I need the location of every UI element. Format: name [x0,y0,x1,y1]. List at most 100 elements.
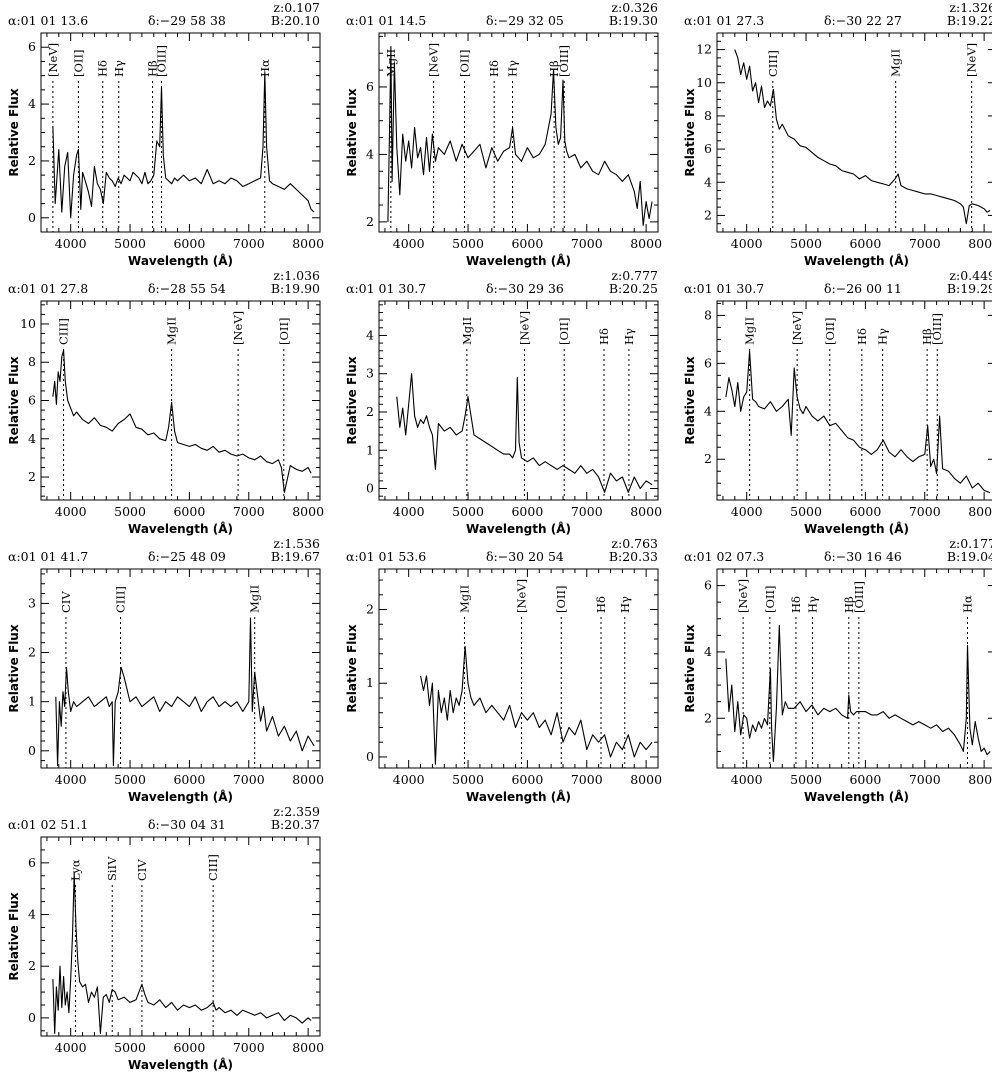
emission-line-label: Hγ [622,328,636,345]
spectrum-line [420,645,653,765]
dec-label: δ:−25 48 09 [148,549,226,564]
bmag-label: B:19.67 [271,549,320,564]
emission-line-label: CIV [59,591,73,613]
redshift-label: z:1.326 [949,0,992,15]
spectrum-line [734,49,991,225]
x-tick-label: 8000 [630,772,662,787]
x-tick-label: 5000 [114,1040,146,1055]
x-tick-label: 4000 [731,772,763,787]
bmag-label: B:20.25 [609,281,658,296]
spectrum-svg: z:0.326 α:01 01 14.5 δ:−29 32 05 B:19.30 400… [345,0,662,268]
x-tick-label: 6000 [849,772,881,787]
emission-line-label: [NeV] [517,311,531,345]
emission-line-label: [OIII] [852,581,866,613]
y-tick-label: 6 [704,141,712,156]
redshift-label: z:0.107 [273,0,320,15]
plot-frame [716,32,992,233]
ra-label: α:01 01 30.7 [684,281,764,296]
emission-line-label: [OIII] [930,313,944,345]
spectrum-panel: z:0.777 α:01 01 30.7 δ:−30 29 36 B:20.25 400… [338,268,668,536]
x-axis-label: Wavelength (Å) [804,253,909,268]
x-tick-label: 7000 [909,504,941,519]
emission-line-label: Hγ [876,328,890,345]
ra-label: α:01 02 07.3 [684,549,764,564]
x-axis-label: Wavelength (Å) [128,1057,233,1072]
emission-line-label: MgII [889,49,903,77]
x-tick-label: 5000 [452,504,484,519]
emission-line-label: [NeV] [427,43,441,77]
spectrum-svg: z:0.763 α:01 01 53.6 δ:−30 20 54 B:20.33 400… [345,536,662,804]
y-tick-label: 2 [704,710,712,725]
emission-line-label: [NeV] [736,579,750,613]
x-axis-label: Wavelength (Å) [466,789,571,804]
dec-label: δ:−30 22 27 [824,13,902,28]
emission-line-label: CIII] [766,50,780,77]
emission-line-label: Hβ [920,328,934,345]
spectrum-panel: z:1.536 α:01 01 41.7 δ:−25 48 09 B:19.67 400… [0,536,330,804]
spectrum-line [725,624,991,762]
y-tick-label: 2 [366,214,374,229]
x-tick-label: 6000 [511,504,543,519]
y-tick-label: 6 [28,393,36,408]
spectrum-panel: z:0.449 α:01 01 30.7 δ:−26 00 11 B:19.29 400… [676,268,992,536]
y-tick-label: 4 [28,907,36,922]
x-tick-label: 4000 [393,772,425,787]
y-tick-label: 6 [704,578,712,593]
x-axis-label: Wavelength (Å) [466,521,571,536]
x-tick-label: 5000 [790,236,822,251]
spectrum-panel: z:0.107 α:01 01 13.6 δ:−29 58 38 B:20.10 400… [0,0,330,268]
y-tick-label: 6 [366,79,374,94]
plot-frame [716,300,992,501]
bmag-label: B:20.37 [271,817,320,832]
dec-label: δ:−30 04 31 [148,817,226,832]
x-tick-label: 7000 [571,504,603,519]
emission-line-label: SiIV [105,856,119,881]
y-tick-label: 4 [366,327,374,342]
emission-line-label: [OII] [823,318,837,346]
emission-line-label: Hδ [487,60,501,77]
y-tick-label: 0 [28,743,36,758]
emission-line-label: [OII] [71,50,85,78]
redshift-label: z:0.177 [949,536,992,551]
y-axis-label: Relative Flux [683,624,697,712]
spectrum-panel: z:1.326 α:01 01 27.3 δ:−30 22 27 B:19.22 400… [676,0,992,268]
x-tick-label: 4000 [55,1040,87,1055]
emission-line-label: Hδ [789,596,803,613]
y-tick-label: 1 [366,442,374,457]
emission-line-label: [OII] [457,50,471,78]
ra-label: α:01 01 14.5 [346,13,426,28]
emission-line-label: Hα [258,59,272,77]
x-tick-label: 6000 [173,772,205,787]
y-axis-label: Relative Flux [7,88,21,176]
bmag-label: B:19.30 [609,13,658,28]
ra-label: α:01 01 53.6 [346,549,426,564]
spectrum-line [387,45,653,226]
bmag-label: B:19.22 [947,13,992,28]
dec-label: δ:−30 20 54 [486,549,564,564]
ra-label: α:01 01 27.8 [8,281,88,296]
x-tick-label: 8000 [292,772,324,787]
spectrum-line [55,617,315,767]
y-tick-label: 3 [366,366,374,381]
x-axis-label: Wavelength (Å) [466,253,571,268]
dec-label: δ:−26 00 11 [824,281,902,296]
y-tick-label: 8 [704,108,712,123]
bmag-label: B:19.90 [271,281,320,296]
x-tick-label: 7000 [233,504,265,519]
plot-frame [40,836,321,1037]
emission-line-label: MgII [248,585,262,613]
emission-line-label: MgII [457,585,471,613]
redshift-label: z:1.536 [273,536,320,551]
x-tick-label: 8000 [630,236,662,251]
x-tick-label: 4000 [55,504,87,519]
y-tick-label: 2 [28,469,36,484]
bmag-label: B:20.33 [609,549,658,564]
spectrum-line [52,872,312,1034]
x-tick-label: 6000 [173,236,205,251]
x-axis-label: Wavelength (Å) [804,789,909,804]
x-tick-label: 5000 [790,504,822,519]
emission-line-label: [NeV] [231,311,245,345]
spectrum-line [725,350,991,494]
x-tick-label: 8000 [968,772,992,787]
plot-frame [40,568,321,769]
